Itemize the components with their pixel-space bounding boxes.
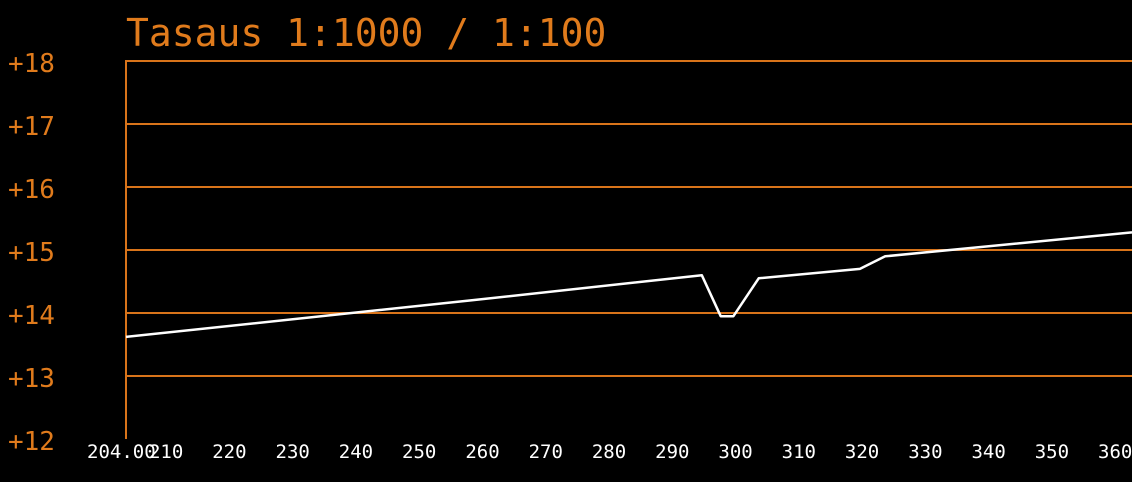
x-tick-label-320: 320 bbox=[845, 441, 879, 463]
grid-lines bbox=[126, 60, 1132, 377]
series-line-0 bbox=[125, 231, 1132, 339]
x-tick-label-340: 340 bbox=[971, 441, 1005, 463]
y-tick-label-18: +18 bbox=[8, 49, 55, 79]
x-tick-label-270: 270 bbox=[529, 441, 563, 463]
x-tick-label-210: 210 bbox=[149, 441, 183, 463]
x-tick-label-300: 300 bbox=[718, 441, 752, 463]
x-tick-label-360: 360 bbox=[1098, 441, 1132, 463]
x-tick-label-240: 240 bbox=[339, 441, 373, 463]
y-tick-label-17: +17 bbox=[8, 112, 55, 142]
y-tick-labels: +18 +17 +16 +15 +14 +13 +12 bbox=[8, 49, 55, 457]
y-tick-label-12: +12 bbox=[8, 427, 55, 457]
x-tick-label-204.00: 204.00 bbox=[87, 441, 156, 463]
x-tick-label-350: 350 bbox=[1035, 441, 1069, 463]
x-tick-label-280: 280 bbox=[592, 441, 626, 463]
y-tick-label-14: +14 bbox=[8, 301, 55, 331]
y-tick-label-13: +13 bbox=[8, 364, 55, 394]
series-layer bbox=[125, 231, 1132, 339]
x-tick-label-290: 290 bbox=[655, 441, 689, 463]
y-tick-label-16: +16 bbox=[8, 175, 55, 205]
x-tick-label-260: 260 bbox=[465, 441, 499, 463]
x-tick-label-330: 330 bbox=[908, 441, 942, 463]
x-tick-label-250: 250 bbox=[402, 441, 436, 463]
x-tick-label-310: 310 bbox=[782, 441, 816, 463]
y-tick-label-15: +15 bbox=[8, 238, 55, 268]
x-tick-label-220: 220 bbox=[212, 441, 246, 463]
x-tick-label-230: 230 bbox=[276, 441, 310, 463]
chart-title: Tasaus 1:1000 / 1:100 bbox=[126, 11, 606, 55]
